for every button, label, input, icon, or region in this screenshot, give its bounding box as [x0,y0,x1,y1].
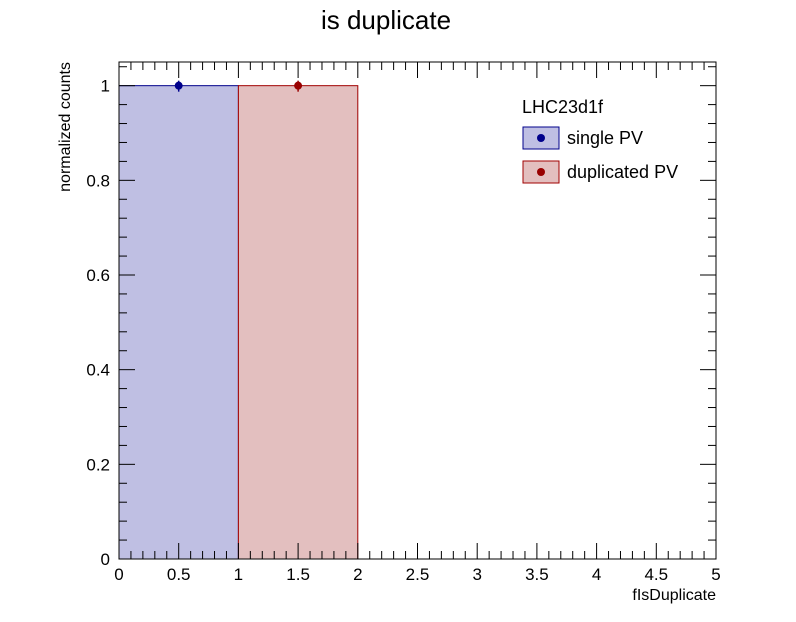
x-tick-label: 4.5 [644,565,668,584]
y-tick-label: 1 [101,77,110,96]
bar-0-0 [118,85,239,560]
points-layer [174,80,303,92]
chart-title: is duplicate [321,5,451,35]
x-tick-label: 3.5 [525,565,549,584]
y-tick-label: 0 [101,550,110,569]
x-tick-label: 2.5 [406,565,430,584]
y-tick-label: 0.2 [86,455,110,474]
x-tick-label: 2 [353,565,362,584]
x-tick-label: 1.5 [286,565,310,584]
legend-marker [537,134,545,142]
x-tick-label: 0.5 [167,565,191,584]
legend-label: duplicated PV [567,162,678,182]
legend: LHC23d1f single PV duplicated PV [522,97,678,184]
bars-layer [118,85,359,560]
bar-1-0 [237,85,359,560]
x-tick-label: 5 [711,565,720,584]
legend-marker [537,168,545,176]
x-tick-label: 0 [114,565,123,584]
y-tick-label: 0.4 [86,361,110,380]
y-axis-label: normalized counts [57,62,74,192]
data-point-0-0 [174,81,183,90]
legend-entries: single PV duplicated PV [522,126,678,184]
data-point-1-0 [294,81,303,90]
legend-label: single PV [567,128,643,148]
y-tick-label: 0.8 [86,171,110,190]
ticks-layer: 0 0.5 1 1.5 2 2.5 3 3.5 4 4.5 5 0 0.2 0.4 0.6 0.8 1 [86,62,721,584]
y-tick-label: 0.6 [86,266,110,285]
legend-header: LHC23d1f [522,97,604,117]
x-axis-label: fIsDuplicate [632,587,716,604]
x-tick-label: 3 [472,565,481,584]
x-tick-label: 4 [592,565,601,584]
x-tick-label: 1 [234,565,243,584]
